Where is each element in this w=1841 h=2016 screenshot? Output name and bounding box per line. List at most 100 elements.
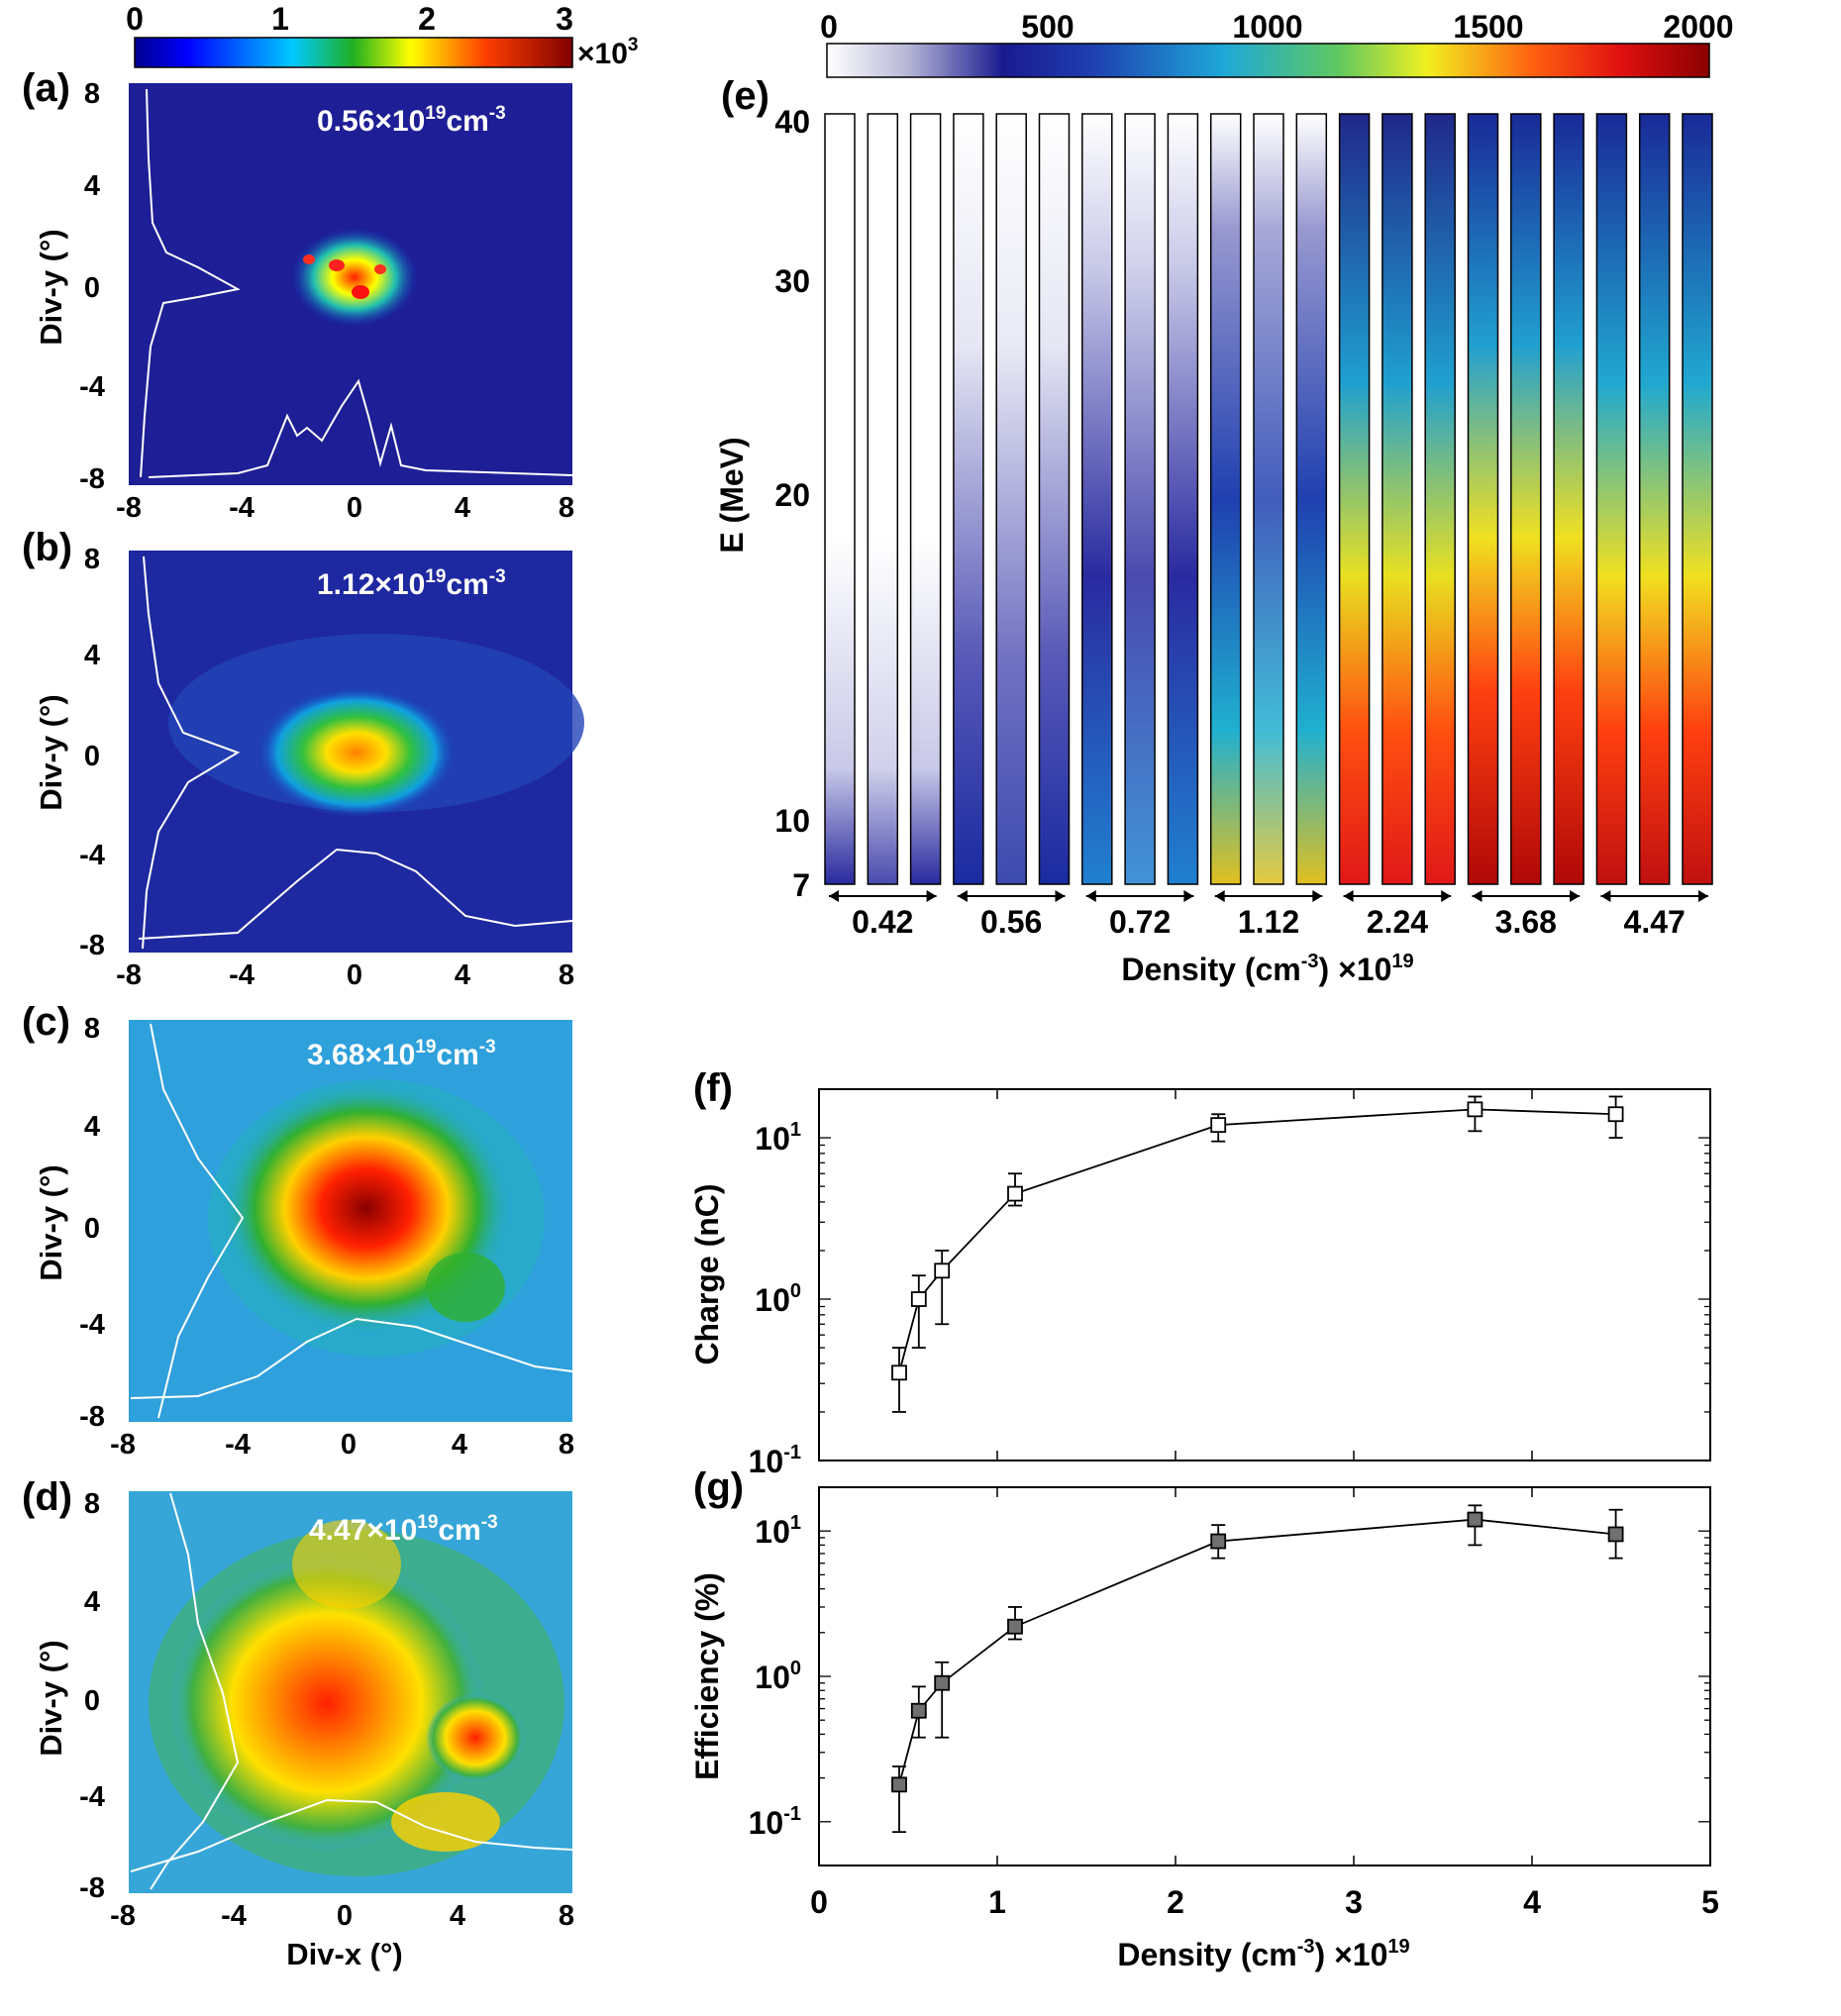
panel-a-ytick-8: 8 (84, 78, 100, 110)
panel-c-xtick-neg8: -8 (110, 1429, 136, 1461)
spectrum-strip (1254, 114, 1283, 884)
spectrum-strip (953, 114, 983, 884)
series-line (898, 1518, 1616, 1785)
spectrum-strip-frame (1424, 113, 1456, 885)
panel-d-xlabel: Div-x (°) (286, 1937, 402, 1971)
data-point (934, 1674, 951, 1691)
spectrum-strip-frame (909, 113, 942, 885)
spectrum-strip-frame (1638, 113, 1671, 885)
panel-g-ylabel: Efficiency (%) (689, 1572, 725, 1780)
panel-b-lineout-x (138, 848, 573, 940)
data-point (934, 1262, 951, 1279)
spectrum-strip-frame (1595, 113, 1628, 885)
spectrum-strip-frame (824, 113, 856, 885)
panel-c-xtick-0: 0 (341, 1429, 357, 1461)
panel-g-xticks: 0 1 2 3 4 5 (810, 1884, 1719, 1920)
data-point (910, 1291, 927, 1307)
group-bracket-arrow-right (1570, 890, 1581, 902)
density-x-tick-label: 2 (1167, 1884, 1184, 1920)
panel-c-ytick-neg8: -8 (79, 1401, 105, 1433)
panel-d-xtick-8: 8 (559, 1900, 574, 1932)
panel-a-xtick-8: 8 (559, 492, 574, 524)
panel-c: (c) 3.68×1019cm-3 8 4 0 -4 -8 -8 -4 0 4 … (22, 1000, 574, 1461)
panel-e-xlabel: Density (cm-3) ×1019 (1121, 951, 1413, 987)
panel-d-ytick-4: 4 (84, 1586, 100, 1618)
panel-e: (e) 40 30 20 10 7 E (MeV) 0.42 0.56 0.72 1.… (714, 74, 1713, 987)
spectrum-strip (1425, 114, 1456, 884)
panel-b-ytick-8: 8 (84, 544, 100, 575)
panel-c-ytick-neg4: -4 (79, 1309, 105, 1341)
spectrum-strip-frame (1167, 113, 1199, 885)
group-density-label: 1.12 (1238, 904, 1299, 940)
colorbar-left-gradient (134, 37, 573, 68)
panel-c-lineout-y (150, 1023, 245, 1419)
colorbar-right-tick-500: 500 (1021, 9, 1074, 45)
colorbar-right-tick-1500: 1500 (1453, 9, 1523, 45)
spectrum-strip-frame (1038, 113, 1071, 885)
data-point (1007, 1185, 1023, 1202)
panel-b-ytick-neg8: -8 (79, 930, 105, 961)
data-point (1210, 1117, 1227, 1134)
panel-d-ytick-8: 8 (84, 1488, 100, 1520)
panel-e-ytick-7: 7 (792, 867, 810, 903)
panel-d-ytick-0: 0 (84, 1685, 100, 1717)
panel-c-xtick-8: 8 (559, 1429, 574, 1461)
spectrum-strip-frame (1124, 113, 1156, 885)
colorbar-right-gradient (826, 43, 1710, 78)
spectrum-strip (1210, 114, 1241, 884)
panel-b-xtick-neg4: -4 (229, 959, 255, 991)
panel-c-ytick-8: 8 (84, 1013, 100, 1045)
density-x-tick-label: 0 (810, 1884, 828, 1920)
panel-c-lineout-x (130, 1317, 573, 1399)
data-point (891, 1776, 907, 1793)
y-tick-label: 10-1 (749, 1803, 801, 1841)
panel-d-xtick-4: 4 (450, 1900, 465, 1932)
panel-e-ytick-10: 10 (774, 803, 810, 839)
spectrum-strip-frame (1295, 113, 1328, 885)
spectrum-strip (1468, 114, 1498, 884)
panel-b-xtick-0: 0 (347, 959, 362, 991)
panel-d-ylabel: Div-y (°) (34, 1640, 68, 1756)
panel-a-lineout-y (140, 88, 241, 478)
panel-d: (d) 4.47×1019cm-3 8 4 0 -4 -8 -8 -4 0 4 … (22, 1475, 574, 1971)
spectrum-strip (868, 114, 898, 884)
group-density-label: 4.47 (1624, 904, 1686, 940)
spectrum-strip (996, 114, 1027, 884)
colorbar-left-tick-2: 2 (418, 1, 436, 37)
panel-d-xtick-neg8: -8 (110, 1900, 136, 1932)
spectrum-strip (1296, 114, 1327, 884)
group-bracket-arrow-right (1441, 890, 1452, 902)
spectrum-strip (1125, 114, 1156, 884)
spectrum-strip (1081, 114, 1112, 884)
panel-d-beam-spot (149, 1520, 564, 1876)
panel-a-xtick-neg8: -8 (116, 492, 142, 524)
density-x-tick-label: 5 (1701, 1884, 1719, 1920)
spectrum-strip (1554, 114, 1585, 884)
group-bracket-arrow-right (926, 890, 937, 902)
y-tick-label: 101 (755, 1512, 801, 1550)
panel-b-density: 1.12×1019cm-3 (317, 566, 506, 601)
group-density-label: 0.42 (852, 904, 913, 940)
panel-g-frame (818, 1486, 1711, 1866)
colorbar-left: 0 1 2 3 ×103 (126, 1, 638, 70)
group-bracket-arrow-left (829, 890, 839, 902)
spectrum-strip (910, 114, 941, 884)
panel-a-xtick-4: 4 (455, 492, 470, 524)
y-tick-label: 10-1 (749, 1442, 801, 1479)
colorbar-left-tick-1: 1 (271, 1, 289, 37)
spectrum-strip (1339, 114, 1370, 884)
spectrum-strip-frame (1510, 113, 1542, 885)
panel-f-ylabel: Charge (nC) (689, 1183, 725, 1364)
spectrum-strip (1510, 114, 1541, 884)
panel-c-ylabel: Div-y (°) (34, 1164, 68, 1280)
colorbar-right-tick-2000: 2000 (1663, 9, 1733, 45)
spectrum-strip-frame (1467, 113, 1499, 885)
colorbar-left-tick-3: 3 (556, 1, 573, 37)
spectrum-strip-frame (1338, 113, 1371, 885)
panel-b-ytick-0: 0 (84, 741, 100, 772)
panel-c-beam-spot (208, 1079, 545, 1357)
panel-b-xtick-neg8: -8 (116, 959, 142, 991)
panel-c-density: 3.68×1019cm-3 (307, 1037, 496, 1071)
spectrum-strip-frame (1209, 113, 1242, 885)
